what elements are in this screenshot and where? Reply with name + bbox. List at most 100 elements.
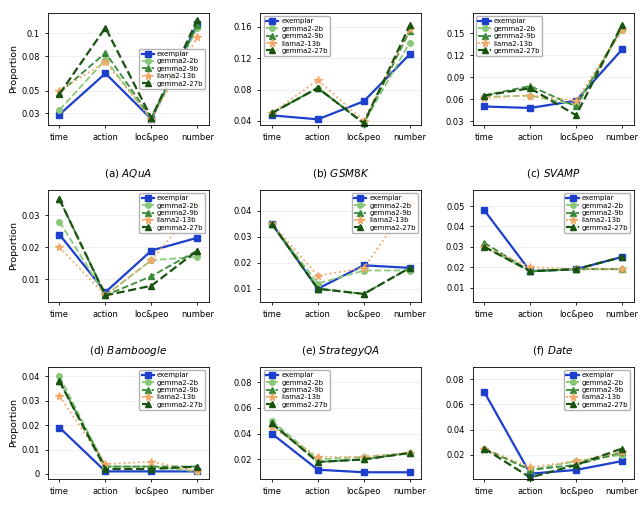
llama2-13b (314, 454, 322, 460)
gemma2-2b (148, 463, 156, 470)
gemma2-2b (56, 219, 63, 225)
exemplar (481, 103, 488, 110)
gemma2-9b (526, 268, 534, 274)
Line: gemma2-2b: gemma2-2b (269, 418, 413, 462)
gemma2-2b (193, 25, 201, 31)
Line: gemma2-9b: gemma2-9b (481, 25, 625, 109)
Line: gemma2-2b: gemma2-2b (481, 27, 625, 108)
gemma2-9b (102, 50, 109, 56)
gemma2-2b (572, 266, 580, 272)
Line: llama2-13b: llama2-13b (481, 26, 626, 104)
gemma2-27b (360, 456, 367, 462)
Line: gemma2-2b: gemma2-2b (57, 219, 200, 298)
gemma2-2b (406, 39, 413, 46)
gemma2-2b (193, 254, 201, 260)
llama2-13b (148, 116, 156, 122)
llama2-13b (360, 265, 367, 271)
exemplar (360, 98, 367, 104)
Legend: exemplar, gemma2-2b, gemma2-9b, llama2-13b, gemma2-27b: exemplar, gemma2-2b, gemma2-9b, llama2-1… (352, 193, 418, 233)
Text: (c) $\it{SVAMP}$: (c) $\it{SVAMP}$ (525, 167, 580, 180)
exemplar (618, 254, 626, 260)
gemma2-2b (102, 57, 109, 63)
gemma2-2b (406, 267, 413, 273)
gemma2-27b (268, 221, 276, 227)
gemma2-27b (193, 247, 201, 253)
Line: exemplar: exemplar (269, 431, 413, 475)
Line: gemma2-9b: gemma2-9b (269, 28, 413, 126)
gemma2-2b (56, 373, 63, 379)
Legend: exemplar, gemma2-2b, gemma2-9b, llama2-13b, gemma2-27b: exemplar, gemma2-2b, gemma2-9b, llama2-1… (564, 193, 630, 233)
exemplar (193, 21, 201, 27)
Line: gemma2-9b: gemma2-9b (269, 420, 413, 465)
llama2-13b (314, 77, 322, 83)
Text: (e) $\it{StrategyQA}$: (e) $\it{StrategyQA}$ (301, 344, 380, 358)
exemplar (56, 424, 63, 431)
gemma2-27b (148, 466, 156, 472)
exemplar (406, 265, 413, 271)
Line: gemma2-27b: gemma2-27b (481, 22, 625, 118)
gemma2-27b (406, 22, 413, 28)
gemma2-2b (268, 110, 276, 116)
gemma2-2b (56, 107, 63, 113)
gemma2-2b (314, 85, 322, 91)
exemplar (618, 46, 626, 52)
gemma2-27b (481, 244, 488, 250)
Line: gemma2-27b: gemma2-27b (481, 445, 625, 481)
Line: llama2-13b: llama2-13b (268, 199, 413, 280)
llama2-13b (406, 26, 413, 32)
Line: gemma2-27b: gemma2-27b (56, 196, 200, 298)
exemplar (481, 389, 488, 395)
gemma2-9b (268, 221, 276, 227)
Y-axis label: Proportion: Proportion (10, 221, 19, 270)
Y-axis label: Proportion: Proportion (10, 45, 19, 93)
Text: (f) $\it{Date}$: (f) $\it{Date}$ (532, 344, 574, 357)
Line: gemma2-2b: gemma2-2b (481, 244, 625, 274)
Line: llama2-13b: llama2-13b (56, 392, 201, 475)
Line: gemma2-27b: gemma2-27b (56, 16, 200, 121)
exemplar (102, 289, 109, 295)
gemma2-2b (526, 268, 534, 274)
gemma2-2b (618, 266, 626, 272)
Line: exemplar: exemplar (481, 47, 625, 111)
gemma2-2b (360, 454, 367, 460)
llama2-13b (572, 458, 580, 464)
gemma2-2b (193, 468, 201, 475)
gemma2-9b (406, 450, 413, 456)
llama2-13b (526, 264, 534, 270)
gemma2-2b (406, 450, 413, 456)
gemma2-9b (406, 265, 413, 271)
llama2-13b (268, 424, 276, 430)
exemplar (572, 467, 580, 473)
llama2-13b (314, 273, 322, 279)
Line: exemplar: exemplar (57, 425, 200, 474)
gemma2-9b (618, 449, 626, 455)
gemma2-2b (481, 244, 488, 250)
exemplar (56, 112, 63, 118)
llama2-13b (193, 203, 201, 209)
llama2-13b (406, 200, 413, 206)
Line: exemplar: exemplar (57, 232, 200, 295)
exemplar (360, 262, 367, 268)
llama2-13b (56, 393, 63, 399)
Legend: exemplar, gemma2-2b, gemma2-9b, llama2-13b, gemma2-27b: exemplar, gemma2-2b, gemma2-9b, llama2-1… (264, 370, 330, 410)
Line: gemma2-2b: gemma2-2b (269, 40, 413, 126)
llama2-13b (56, 244, 63, 250)
exemplar (148, 247, 156, 253)
llama2-13b (148, 257, 156, 263)
gemma2-2b (102, 292, 109, 298)
gemma2-2b (268, 418, 276, 424)
gemma2-27b (314, 85, 322, 91)
gemma2-2b (481, 94, 488, 100)
gemma2-9b (481, 240, 488, 246)
llama2-13b (102, 461, 109, 467)
gemma2-2b (314, 281, 322, 287)
gemma2-27b (193, 16, 201, 23)
gemma2-27b (572, 266, 580, 272)
exemplar (526, 471, 534, 477)
llama2-13b (572, 266, 580, 272)
gemma2-27b (526, 475, 534, 481)
llama2-13b (193, 468, 201, 475)
Line: exemplar: exemplar (481, 389, 625, 477)
Line: gemma2-9b: gemma2-9b (57, 378, 200, 470)
exemplar (526, 268, 534, 274)
